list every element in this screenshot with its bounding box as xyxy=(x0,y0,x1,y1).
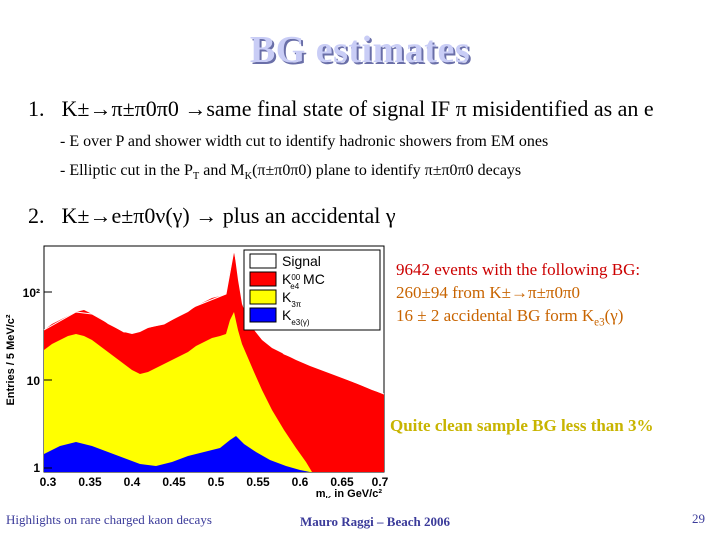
x-axis-label: mK in GeV/c² xyxy=(316,488,383,498)
legend-label-ke3: Ke3(γ) xyxy=(282,307,310,327)
plot-legend: Signal K00 e4 MC K3π Ke3(γ) xyxy=(243,249,381,331)
k3pi-a: K xyxy=(282,289,292,305)
legend-label-k3pi: K3π xyxy=(282,289,302,309)
x-tick-0.3: 0.3 xyxy=(40,475,57,489)
bullet-text-2: K±→e±π0ν(γ) → plus an accidental γ xyxy=(61,203,396,228)
ke4-mc: MC xyxy=(299,271,325,287)
x-label-a: m xyxy=(316,488,326,498)
sub-bullet-elliptic: - Elliptic cut in the PT and MK(π±π0π0) … xyxy=(60,162,521,182)
ke4-sup: 00 xyxy=(291,273,300,282)
sub2-d: K xyxy=(244,171,253,183)
note-line-3: 16 ± 2 accidental BG form Ke3(γ) xyxy=(396,304,640,334)
x-tick-0.7: 0.7 xyxy=(372,475,389,489)
sub-bullet-eop: - E over P and shower width cut to ident… xyxy=(60,133,549,150)
x-tick-0.45: 0.45 xyxy=(162,475,186,489)
ke3-a: K xyxy=(282,307,292,323)
mass-histogram-plot: 10² 10 1 Entries / 5 MeV/c² 0.3 0.35 0.4… xyxy=(0,240,392,498)
x-tick-0.35: 0.35 xyxy=(78,475,102,489)
events-note: 9642 events with the following BG: 260±9… xyxy=(396,258,640,334)
page-number: 29 xyxy=(692,511,705,526)
y-tick-label-100: 10² xyxy=(23,286,40,300)
note3-c: (γ) xyxy=(604,306,624,325)
legend-swatch-signal xyxy=(249,253,277,269)
bullet-number-2: 2. xyxy=(28,203,45,228)
sub2-b: T xyxy=(192,171,200,183)
footer-author: Mauro Raggi – Beach 2006 xyxy=(300,514,450,529)
x-label-b: K xyxy=(325,495,331,499)
kpi-decay: K±→π±π0π0 xyxy=(61,96,179,121)
sub2-a: - Elliptic cut in the P xyxy=(60,162,193,179)
signal-white-outline xyxy=(43,249,385,395)
note-line-1-rest: with the following BG: xyxy=(477,260,641,279)
ke3-sub: e3(γ) xyxy=(291,318,310,327)
sub2-c: and M xyxy=(199,162,245,179)
legend-swatch-ke4 xyxy=(249,271,277,287)
ke4-a: K xyxy=(282,271,292,287)
events-count: 9642 events xyxy=(396,260,478,279)
k3pi-yellow-area xyxy=(44,312,312,472)
legend-label-signal: Signal xyxy=(282,253,321,269)
clean-sample-note: Quite clean sample BG less than 3% xyxy=(390,416,654,435)
note3-b: e3 xyxy=(594,316,605,329)
x-tick-0.65: 0.65 xyxy=(330,475,354,489)
note-line-2: 260±94 from K±→π±π0π0 xyxy=(396,283,581,302)
legend-label-ke4: K00 e4 MC xyxy=(282,271,325,291)
ke4-sub: e4 xyxy=(290,282,299,291)
x-tick-0.5: 0.5 xyxy=(208,475,225,489)
x-tick-0.4: 0.4 xyxy=(124,475,141,489)
bullet-item-2: 2. K±→e±π0ν(γ) → plus an accidental γ xyxy=(28,203,396,229)
y-axis-label: Entries / 5 MeV/c² xyxy=(5,314,17,405)
y-tick-label-10: 10 xyxy=(27,374,41,388)
ke3-blue-area xyxy=(44,436,310,472)
x-label-c: in GeV/c² xyxy=(331,488,382,498)
note-line-1: 9642 events with the following BG: xyxy=(396,258,640,281)
slide-title: BG estimates xyxy=(249,29,471,71)
footer-talk-title: Highlights on rare charged kaon decays xyxy=(6,512,212,527)
legend-swatch-ke3 xyxy=(249,307,277,323)
y-tick-label-1: 1 xyxy=(33,461,40,475)
bullet-text-1: →same final state of signal IF π misiden… xyxy=(184,96,654,121)
bullet-item-1: 1. K±→π±π0π0 →same final state of signal… xyxy=(28,96,654,122)
x-tick-0.6: 0.6 xyxy=(292,475,309,489)
bullet-number-1: 1. xyxy=(28,96,45,121)
note3-a: 16 ± 2 accidental BG form K xyxy=(396,306,595,325)
sub2-e: (π±π0π0) plane to identify π±π0π0 decays xyxy=(252,162,522,179)
legend-swatch-k3pi xyxy=(249,289,277,305)
x-tick-0.55: 0.55 xyxy=(246,475,270,489)
k3pi-sub: 3π xyxy=(291,300,301,309)
